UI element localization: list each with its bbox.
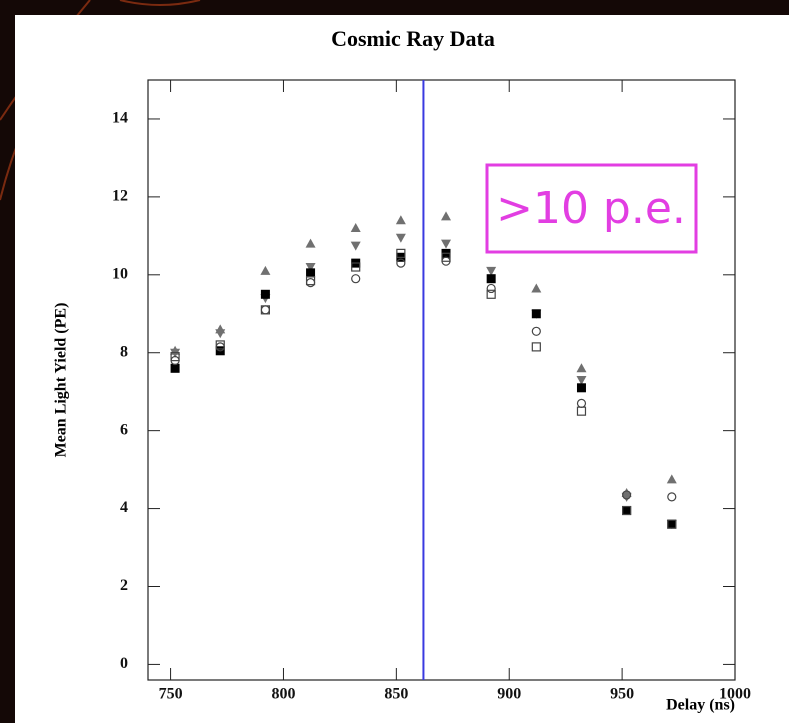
point [396, 258, 406, 268]
x-tick-label: 850 [384, 686, 408, 703]
point [441, 211, 452, 221]
point [576, 363, 587, 373]
y-tick-label: 6 [120, 421, 128, 438]
point [170, 363, 180, 373]
point [305, 276, 316, 286]
point [260, 305, 270, 315]
point [621, 492, 632, 502]
annotation-box [485, 163, 698, 254]
x-tick-label: 1000 [719, 686, 751, 703]
y-tick-label: 4 [120, 499, 128, 516]
x-axis-label: Delay (ns) [666, 697, 735, 714]
point [441, 252, 451, 262]
y-axis-label: Mean Light Yield (PE) [53, 303, 70, 458]
annotation-text: >10 p.e. [496, 183, 686, 234]
x-tick-label: 750 [159, 686, 183, 703]
point [306, 268, 316, 278]
point [622, 505, 632, 516]
point [531, 309, 541, 319]
point [350, 241, 361, 251]
point [441, 239, 452, 249]
point [531, 283, 542, 293]
y-tick-label: 10 [112, 265, 128, 282]
point [305, 263, 316, 273]
point [351, 262, 361, 272]
point [215, 340, 225, 350]
x-tick-label: 950 [610, 686, 634, 703]
y-tick-label: 0 [120, 655, 128, 672]
point [667, 492, 677, 502]
point [351, 274, 361, 284]
point [486, 283, 496, 294]
point [260, 265, 271, 275]
point [260, 289, 270, 299]
point [305, 238, 316, 248]
x-tick-label: 900 [497, 686, 521, 703]
y-tick-label: 14 [112, 110, 128, 127]
point [395, 215, 406, 225]
point [667, 519, 677, 529]
point [531, 326, 541, 336]
chart-title: Cosmic Ray Data [331, 26, 495, 51]
y-tick-label: 8 [120, 343, 128, 360]
point [486, 289, 496, 299]
point [622, 490, 632, 500]
plot-frame [147, 79, 736, 681]
chart-panel [15, 15, 789, 723]
point [576, 383, 586, 393]
point [215, 329, 226, 339]
y-tick-label: 2 [120, 577, 128, 594]
point [170, 352, 180, 362]
point [170, 348, 181, 358]
point [486, 266, 497, 276]
point [396, 248, 406, 258]
point [666, 474, 677, 484]
x-tick-label: 800 [271, 686, 295, 703]
point [350, 223, 361, 233]
point [576, 406, 587, 416]
point [667, 519, 677, 529]
y-tick-label: 12 [112, 188, 128, 205]
point [395, 233, 406, 243]
point [531, 342, 541, 352]
point [622, 506, 632, 516]
point [576, 376, 587, 385]
point [486, 274, 496, 284]
